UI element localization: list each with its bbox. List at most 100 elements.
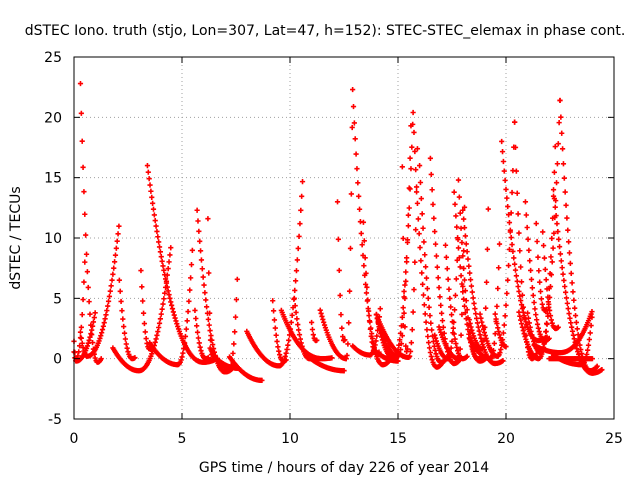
data-point	[150, 206, 157, 212]
data-point	[568, 320, 574, 326]
data-point	[456, 194, 462, 200]
data-point	[505, 212, 512, 218]
data-point	[452, 292, 459, 299]
data-point	[173, 318, 179, 324]
data-point	[461, 303, 468, 309]
data-point	[518, 317, 524, 323]
data-point	[574, 326, 580, 332]
data-point	[360, 219, 367, 225]
satellite-arc	[270, 298, 289, 364]
data-point	[544, 320, 550, 326]
data-point	[110, 271, 116, 277]
data-point	[348, 191, 354, 197]
data-point	[167, 295, 173, 301]
data-point	[189, 247, 195, 253]
data-point	[574, 346, 580, 352]
data-point	[197, 238, 203, 244]
data-point	[336, 267, 342, 274]
data-point	[405, 212, 411, 218]
satellite-arc	[533, 220, 550, 313]
data-point	[112, 252, 119, 258]
data-point	[467, 270, 473, 276]
data-point	[80, 296, 86, 303]
data-point	[509, 189, 515, 196]
data-point	[398, 323, 405, 329]
satellite-arc	[410, 109, 445, 370]
data-point	[354, 166, 360, 172]
data-point	[401, 294, 407, 300]
data-point	[154, 228, 160, 235]
data-point	[408, 166, 414, 172]
data-point	[157, 249, 163, 255]
data-point	[399, 314, 405, 320]
data-point	[533, 312, 539, 318]
data-point	[337, 292, 343, 299]
data-point	[560, 271, 566, 277]
data-point	[523, 212, 529, 218]
data-point	[207, 327, 213, 334]
data-point	[562, 189, 568, 195]
data-point	[271, 317, 278, 323]
data-point	[469, 327, 475, 333]
data-point	[166, 292, 172, 298]
satellite-arc	[71, 259, 88, 362]
data-point	[84, 269, 90, 275]
data-point	[483, 305, 489, 311]
data-point	[162, 276, 169, 282]
y-tick-label: 15	[44, 171, 62, 187]
data-point	[141, 320, 148, 327]
data-point	[90, 319, 97, 325]
data-point	[259, 377, 265, 383]
data-point	[556, 244, 563, 250]
data-point	[83, 232, 89, 238]
data-point	[512, 119, 518, 125]
data-point	[559, 146, 566, 152]
data-point	[547, 270, 553, 277]
data-point	[92, 310, 98, 316]
data-point	[100, 323, 106, 329]
data-point	[462, 288, 468, 294]
data-point	[457, 210, 463, 216]
data-point	[423, 275, 430, 281]
data-point	[453, 213, 459, 219]
data-point	[543, 277, 549, 283]
data-point	[589, 309, 595, 315]
data-point	[405, 223, 411, 229]
data-point	[461, 216, 467, 222]
satellite-arc	[350, 306, 383, 358]
data-point	[567, 260, 573, 267]
data-point	[551, 230, 557, 236]
data-point	[417, 163, 423, 169]
data-point	[489, 355, 495, 361]
data-point	[395, 358, 401, 364]
data-point	[496, 332, 503, 338]
data-point	[412, 148, 418, 155]
data-point	[459, 311, 465, 318]
x-tick-label: 20	[497, 431, 515, 447]
data-point	[497, 350, 503, 356]
data-point	[467, 277, 474, 283]
data-point	[80, 344, 86, 351]
data-point	[104, 307, 110, 314]
data-point	[525, 315, 532, 321]
data-point	[515, 283, 521, 290]
data-point	[193, 315, 199, 322]
data-point	[427, 313, 433, 319]
data-point	[183, 326, 189, 332]
data-point	[374, 333, 380, 339]
x-tick-label: 5	[178, 431, 187, 447]
data-point	[88, 322, 94, 328]
data-point	[401, 288, 407, 295]
data-point	[119, 308, 125, 314]
data-point	[548, 254, 554, 260]
data-point	[429, 357, 435, 363]
data-point	[464, 249, 470, 255]
data-point	[435, 275, 441, 281]
data-point	[407, 353, 413, 359]
data-point	[570, 289, 576, 295]
data-point	[510, 248, 516, 254]
data-point	[299, 193, 305, 199]
data-point	[563, 295, 570, 301]
data-point	[496, 241, 503, 247]
data-point	[122, 336, 129, 342]
